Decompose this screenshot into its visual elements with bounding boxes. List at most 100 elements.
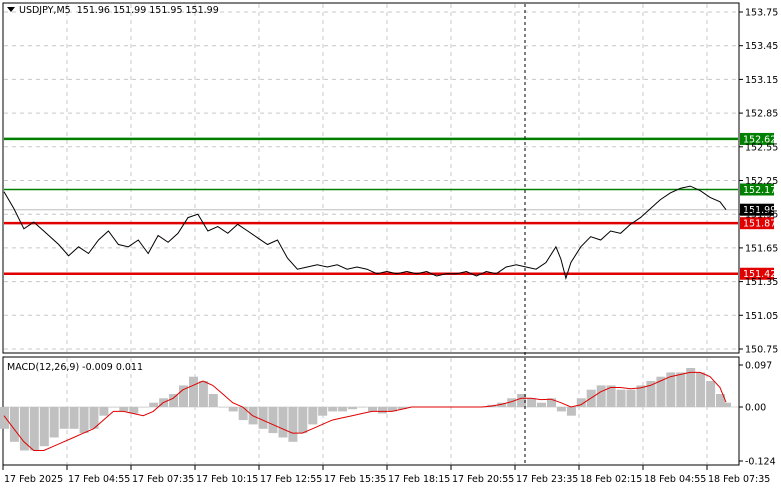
macd-bar xyxy=(9,407,19,442)
level-price-label: 151.42 xyxy=(743,269,776,280)
macd-bar xyxy=(646,381,656,407)
macd-bar xyxy=(606,385,616,407)
price-line xyxy=(3,185,727,280)
level-price-tag xyxy=(740,217,774,230)
macd-bar xyxy=(368,407,377,412)
macd-axis: 0.097 0.00 -0.124 xyxy=(739,361,776,468)
level-price-label: 151.87 xyxy=(743,219,776,230)
macd-bar xyxy=(338,407,348,412)
macd-bar xyxy=(517,394,527,407)
grid xyxy=(4,4,738,464)
macd-bar xyxy=(59,407,69,429)
macd-bar xyxy=(208,394,218,407)
level-price-tag xyxy=(740,132,774,145)
price-tick-label: 153.15 xyxy=(745,75,778,86)
macd-bar xyxy=(706,381,716,407)
macd-tick-label: 0.097 xyxy=(745,361,772,372)
macd-label: MACD(12,26,9) -0.009 0.011 xyxy=(7,362,144,373)
macd-bar xyxy=(676,372,686,407)
level-lines: 152.62 152.17 151.87 151.42 151.99 xyxy=(4,132,776,280)
time-tick-label: 18 Feb 07:35 xyxy=(708,474,770,485)
macd-bar xyxy=(497,402,507,407)
time-tick-label: 17 Feb 07:35 xyxy=(132,474,194,485)
macd-bar xyxy=(268,407,278,434)
macd-bar xyxy=(218,407,228,408)
level-price-label: 152.17 xyxy=(743,185,776,196)
ohlc-values: 151.96 151.99 151.95 151.99 xyxy=(76,5,219,16)
price-tick-label: 152.85 xyxy=(745,109,778,120)
time-tick-label: 17 Feb 23:35 xyxy=(516,474,578,485)
macd-tick-label: 0.00 xyxy=(745,403,766,414)
time-tick-label: 18 Feb 04:55 xyxy=(644,474,706,485)
macd-bar xyxy=(358,407,367,408)
price-tick-label: 151.95 xyxy=(745,210,778,221)
time-tick-label: 18 Feb 02:15 xyxy=(580,474,642,485)
macd-bar xyxy=(626,389,636,407)
macd-bar xyxy=(537,402,546,407)
macd-bar xyxy=(387,407,397,412)
macd-bar xyxy=(79,407,89,434)
macd-bar xyxy=(29,407,39,451)
macd-bar xyxy=(139,407,149,408)
time-tick-label: 17 Feb 2025 xyxy=(4,474,63,485)
macd-bar xyxy=(716,394,725,407)
macd-bar xyxy=(109,407,119,408)
price-tick-label: 152.25 xyxy=(745,176,778,187)
macd-bar xyxy=(69,407,79,429)
level-price-label: 152.62 xyxy=(743,134,776,145)
macd-bar xyxy=(566,407,576,416)
price-tick-label: 153.45 xyxy=(745,41,778,52)
level-price-tag xyxy=(740,183,774,196)
macd-bar xyxy=(49,407,59,438)
level-price-tag xyxy=(740,267,774,280)
price-axis: 153.75 153.45 153.15 152.85 152.55 152.25 151.… xyxy=(739,8,778,356)
macd-bar xyxy=(119,407,129,412)
macd-bar xyxy=(129,407,139,414)
macd-bar xyxy=(636,385,646,407)
time-tick-label: 17 Feb 04:55 xyxy=(68,474,130,485)
macd-bar xyxy=(288,407,298,442)
price-tick-label: 153.75 xyxy=(745,8,778,19)
macd-bar xyxy=(666,372,676,407)
macd-bar xyxy=(0,407,9,429)
time-tick-label: 17 Feb 10:15 xyxy=(196,474,258,485)
price-tick-label: 151.35 xyxy=(745,277,778,288)
macd-bar xyxy=(596,385,606,407)
macd-bar xyxy=(19,407,29,451)
macd-tick-label: -0.124 xyxy=(745,457,776,468)
macd-bar xyxy=(328,407,338,412)
macd-bar xyxy=(258,407,268,429)
macd-bar xyxy=(527,398,537,407)
price-tick-label: 150.75 xyxy=(745,345,778,356)
dropdown-icon[interactable] xyxy=(7,7,15,12)
macd-bar xyxy=(298,407,308,434)
time-tick-label: 17 Feb 12:55 xyxy=(260,474,322,485)
macd-bar xyxy=(616,389,626,407)
time-tick-label: 17 Feb 15:35 xyxy=(324,474,386,485)
macd-bar xyxy=(89,407,99,429)
macd-bar xyxy=(189,376,198,407)
price-tick-label: 151.05 xyxy=(745,311,778,322)
macd-bar xyxy=(556,407,566,412)
current-price-tag xyxy=(740,203,774,216)
macd-signal-line xyxy=(3,371,727,451)
macd-bar xyxy=(576,398,586,407)
price-panel[interactable] xyxy=(2,2,740,354)
macd-bar xyxy=(696,372,706,407)
macd-bar xyxy=(507,398,517,407)
macd-bar xyxy=(179,385,188,407)
price-tick-label: 152.55 xyxy=(745,142,778,153)
macd-bar xyxy=(39,407,49,447)
macd-bar xyxy=(198,381,208,407)
macd-bar xyxy=(656,376,666,407)
macd-bar xyxy=(547,398,556,407)
macd-bar xyxy=(149,402,159,407)
macd-bar xyxy=(377,407,387,414)
macd-bar xyxy=(169,394,179,407)
macd-bar xyxy=(348,407,358,410)
time-axis: 17 Feb 2025 17 Feb 04:55 17 Feb 07:35 17 Fe… xyxy=(2,465,770,485)
time-tick-label: 17 Feb 20:55 xyxy=(452,474,514,485)
macd-bar xyxy=(397,407,407,410)
chart-header: USDJPY,M5 151.96 151.99 151.95 151.99 xyxy=(7,5,219,16)
